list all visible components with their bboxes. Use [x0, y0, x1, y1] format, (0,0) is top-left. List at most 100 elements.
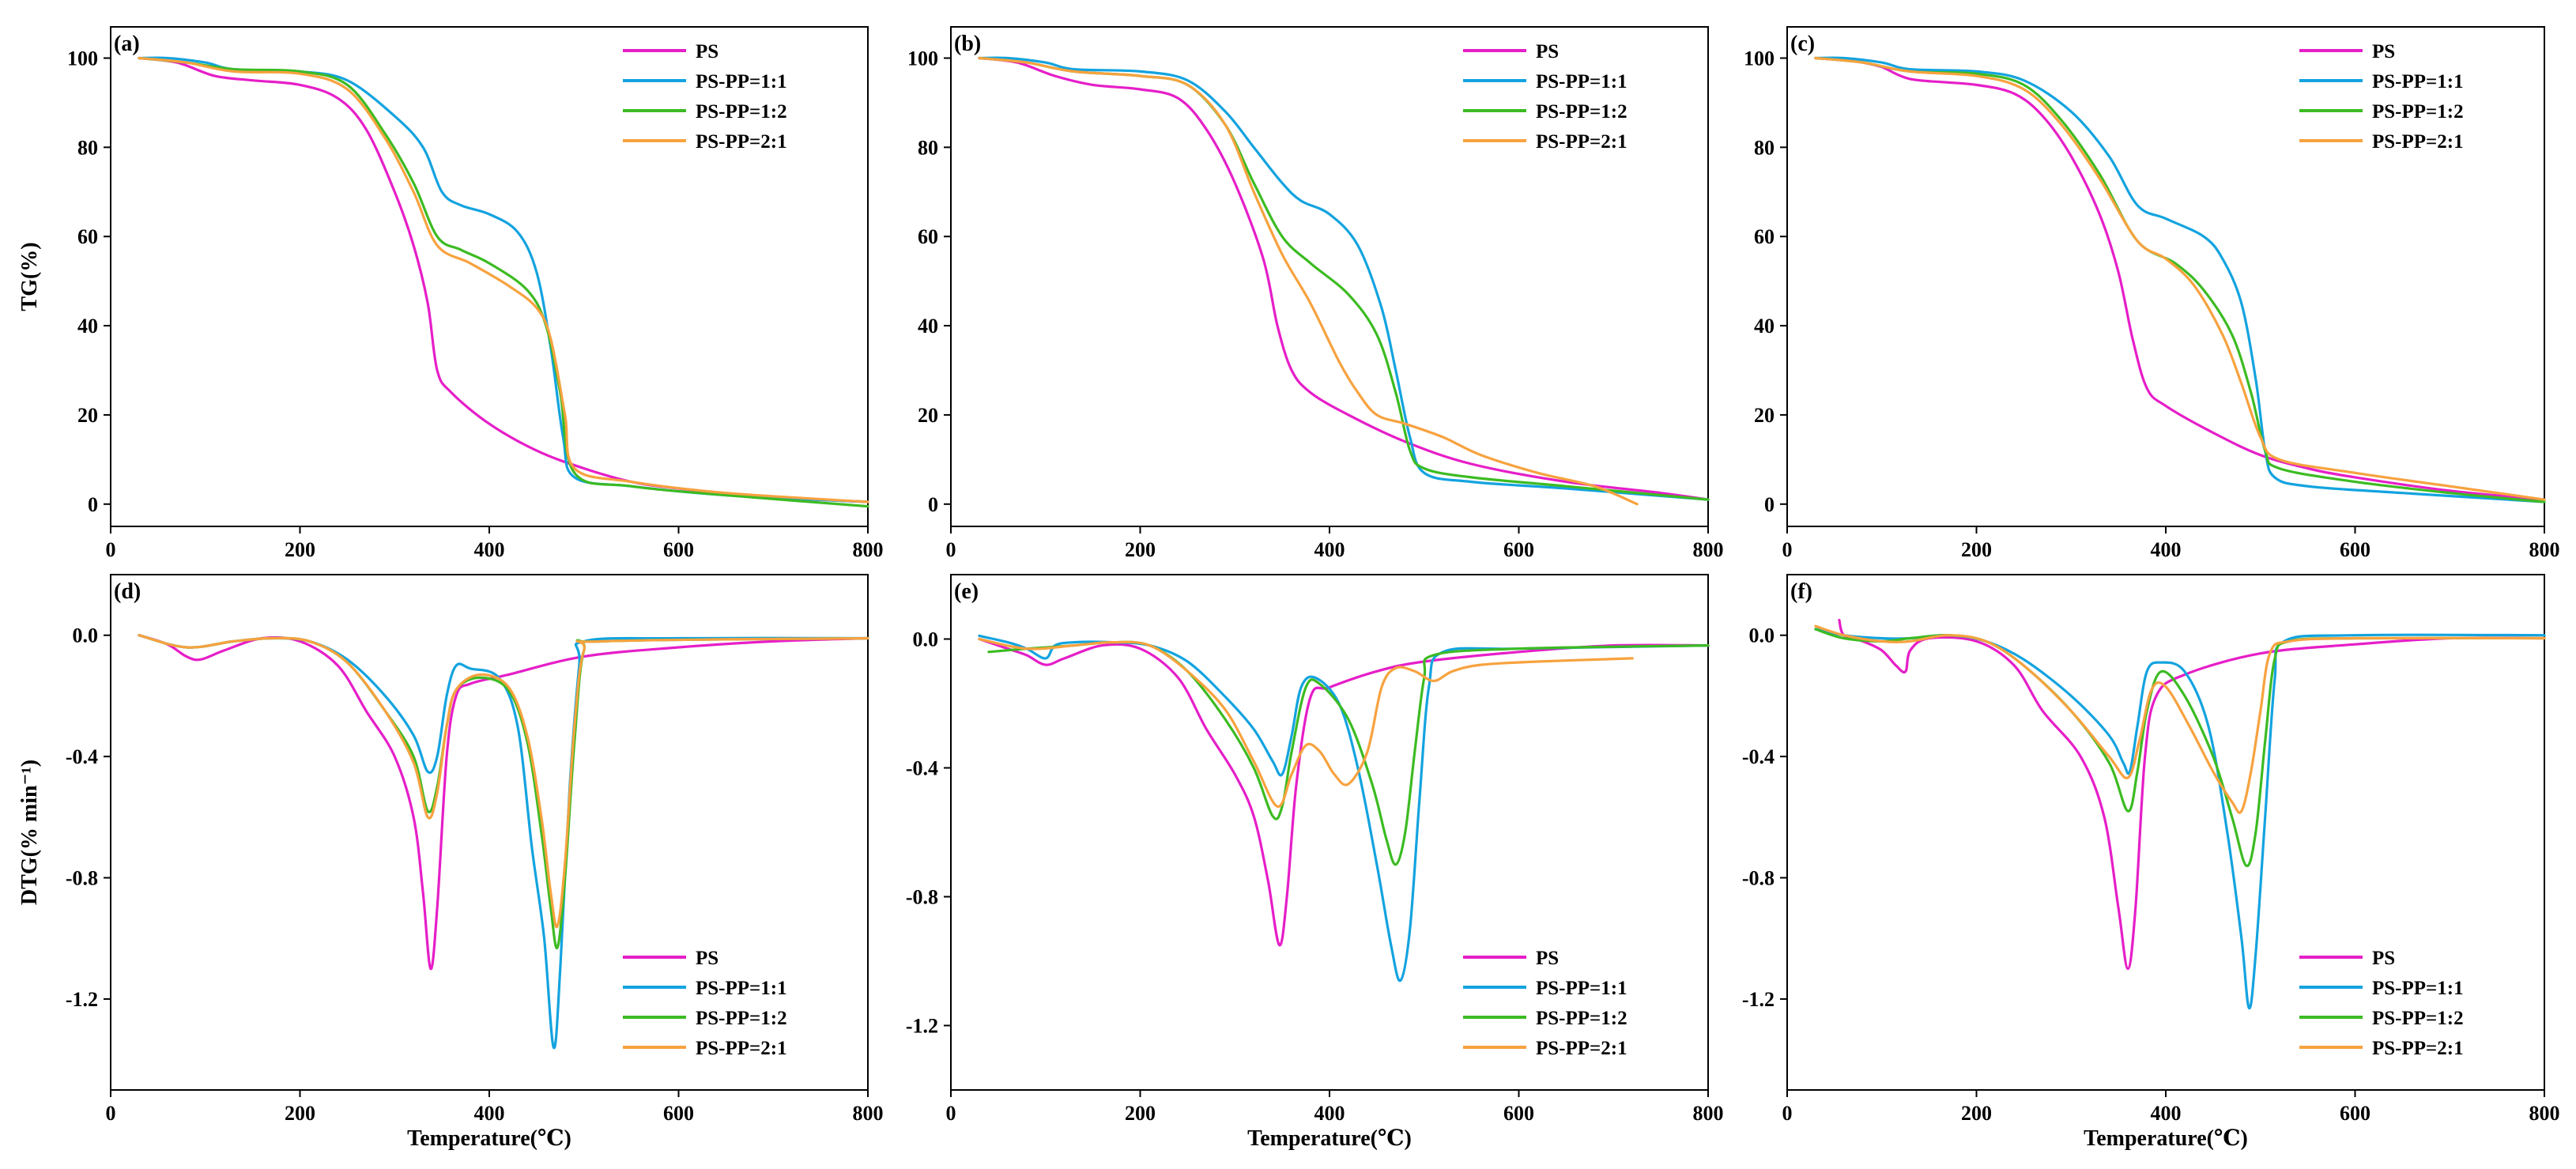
x-tick-label: 200 [1125, 1102, 1156, 1125]
y-tick-label: 0 [88, 493, 98, 516]
x-tick-label: 400 [1314, 1102, 1345, 1125]
x-tick-label: 600 [2340, 538, 2370, 561]
x-tick-label: 800 [2529, 538, 2560, 561]
series-line-ps-pp-2-1 [1814, 624, 2546, 814]
legend-label: PS-PP=1:1 [1536, 978, 1627, 999]
legend-label: PS-PP=2:1 [696, 1038, 787, 1059]
panel-label: (d) [114, 579, 141, 604]
legend-label: PS-PP=2:1 [2372, 1038, 2464, 1059]
y-tick-label: 0 [1764, 493, 1775, 516]
y-tick-label: 40 [77, 315, 98, 338]
series-line-ps-pp-1-2 [138, 56, 869, 508]
x-tick-label: 800 [2529, 1102, 2560, 1125]
legend: PS PS-PP=1:1 PS-PP=1:2 PS-PP=2:1 [623, 948, 787, 1059]
series-line-ps [138, 56, 869, 503]
legend-label: PS-PP=1:1 [696, 978, 787, 999]
legend: PS PS-PP=1:1 PS-PP=1:2 PS-PP=2:1 [1463, 41, 1627, 153]
panel-label: (c) [1790, 32, 1815, 56]
y-tick-label: -1.2 [66, 988, 98, 1011]
x-tick-label: 0 [1782, 538, 1793, 561]
y-tick-label: 100 [67, 47, 98, 70]
legend: PS PS-PP=1:1 PS-PP=1:2 PS-PP=2:1 [2299, 41, 2464, 153]
y-tick-label: -0.8 [66, 867, 98, 890]
y-tick-label: -0.4 [66, 745, 98, 768]
legend: PS PS-PP=1:1 PS-PP=1:2 PS-PP=2:1 [623, 41, 787, 153]
legend-label: PS-PP=1:2 [2372, 1008, 2464, 1029]
series-line-ps-pp-2-1 [978, 56, 1639, 506]
x-tick-label: 200 [1961, 1102, 1992, 1125]
legend-label: PS-PP=1:2 [696, 101, 787, 123]
y-tick-label: 60 [77, 225, 98, 248]
legend-label: PS [2372, 948, 2395, 969]
legend-label: PS-PP=2:1 [696, 131, 787, 153]
series-line-ps-pp-1-2 [1814, 628, 2546, 867]
y-tick-label: 20 [1754, 404, 1775, 427]
x-tick-label: 800 [853, 1102, 884, 1125]
legend-label: PS-PP=1:1 [1536, 71, 1627, 92]
y-tick-label: 0.0 [913, 628, 939, 651]
y-tick-label: 20 [918, 404, 938, 427]
legend-label: PS [1536, 948, 1559, 969]
panel-f: (f) 0 200 400 600 800 0.0 -0.4 -0.8 -1.2 Temperatu… [1742, 574, 2560, 1151]
y-tick-label: 40 [918, 315, 938, 338]
series-line-ps [138, 634, 869, 971]
series-line-ps-pp-1-1 [1814, 628, 2546, 1010]
x-tick-label: 0 [106, 1102, 116, 1125]
y-tick-label: -1.2 [1742, 988, 1775, 1011]
series-line-ps-pp-1-1 [138, 56, 869, 503]
x-tick-label: 0 [946, 1102, 956, 1125]
x-tick-label: 600 [663, 538, 694, 561]
legend-label: PS-PP=1:2 [696, 1008, 787, 1029]
y-tick-label: -1.2 [906, 1015, 938, 1038]
y-tick-label: 100 [1744, 47, 1775, 70]
series-line-ps-pp-1-2 [987, 640, 1710, 866]
x-tick-label: 0 [1782, 1102, 1793, 1125]
x-tick-label: 800 [1693, 538, 1724, 561]
legend: PS PS-PP=1:1 PS-PP=1:2 PS-PP=2:1 [1463, 948, 1627, 1059]
legend-label: PS [696, 948, 718, 969]
panel-label: (f) [1790, 579, 1812, 604]
x-axis-title: Temperature(℃) [1247, 1126, 1412, 1151]
y-tick-label: 80 [1754, 136, 1775, 159]
x-tick-label: 600 [1503, 1102, 1534, 1125]
series-line-ps-pp-1-2 [978, 56, 1710, 501]
series-line-ps-pp-2-1 [1814, 56, 2546, 501]
y-axis-title: DTG(% min⁻¹) [17, 760, 42, 905]
panel-a: (a) 0 200 400 600 800 0 20 40 60 80 100 TG(%) PS PS-PP… [17, 26, 884, 561]
y-tick-label: 0.0 [1749, 624, 1775, 647]
x-tick-label: 800 [1693, 1102, 1724, 1125]
y-tick-label: 100 [907, 47, 938, 70]
y-tick-label: 20 [77, 404, 98, 427]
y-tick-label: -0.8 [1742, 867, 1775, 890]
panel-label: (a) [114, 32, 140, 56]
series-line-ps-pp-1-2 [1814, 56, 2546, 503]
legend-label: PS-PP=1:1 [2372, 71, 2464, 92]
series-line-ps [1838, 618, 2546, 971]
x-tick-label: 800 [853, 538, 884, 561]
x-tick-label: 400 [1314, 538, 1345, 561]
legend-label: PS-PP=2:1 [2372, 131, 2464, 153]
x-tick-label: 200 [1125, 538, 1156, 561]
legend-label: PS [696, 41, 718, 62]
panel-d: (d) 0 200 400 600 800 0.0 -0.4 -0.8 -1.2 DTG(% min… [17, 574, 884, 1151]
series-line-ps-pp-1-1 [1814, 56, 2546, 503]
y-axis-title: TG(%) [17, 242, 42, 311]
x-tick-label: 0 [946, 538, 956, 561]
series-line-ps-pp-1-1 [978, 56, 1710, 501]
legend-label: PS-PP=1:1 [696, 71, 787, 92]
legend-label: PS-PP=1:2 [2372, 101, 2464, 123]
x-tick-label: 600 [2340, 1102, 2370, 1125]
legend-label: PS-PP=2:1 [1536, 131, 1627, 153]
legend: PS PS-PP=1:1 PS-PP=1:2 PS-PP=2:1 [2299, 948, 2464, 1059]
series-line-ps [978, 56, 1710, 501]
x-axis-title: Temperature(℃) [407, 1126, 571, 1151]
y-tick-label: 60 [1754, 225, 1775, 248]
panel-label: (b) [954, 32, 981, 56]
series-line-ps [1814, 56, 2546, 501]
x-tick-label: 0 [106, 538, 116, 561]
legend-label: PS-PP=1:2 [1536, 101, 1627, 123]
series-line-ps-pp-2-1 [138, 634, 869, 929]
